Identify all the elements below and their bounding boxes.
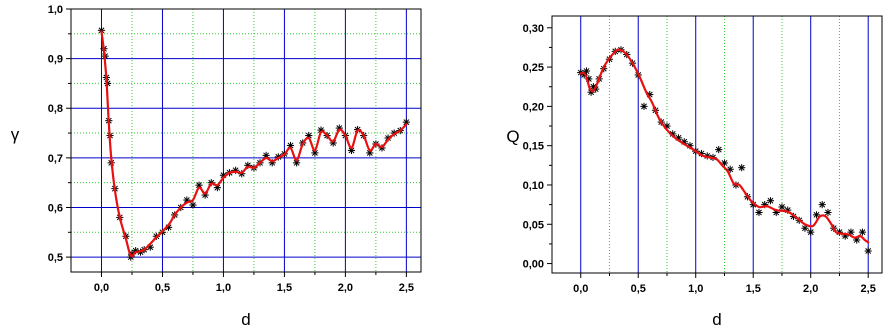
asterisk-stroke bbox=[715, 146, 722, 153]
y-tick-label: 0,05 bbox=[523, 219, 544, 231]
x-axis-label: d bbox=[241, 310, 250, 329]
asterisk-stroke bbox=[183, 197, 190, 203]
asterisk-stroke bbox=[767, 197, 774, 204]
y-tick-label: 0,25 bbox=[523, 62, 544, 74]
data-point-asterisk bbox=[801, 224, 809, 232]
y-tick-label: 0,30 bbox=[523, 23, 544, 35]
data-point-asterisk bbox=[766, 197, 775, 205]
asterisk-stroke bbox=[750, 201, 757, 208]
fit-curve bbox=[579, 48, 870, 244]
x-tick-label: 0,5 bbox=[631, 283, 646, 295]
asterisk-stroke bbox=[336, 125, 343, 132]
asterisk-stroke bbox=[813, 211, 820, 218]
x-tick-label: 2,0 bbox=[803, 283, 818, 295]
fit-curve bbox=[100, 30, 408, 258]
data-point-asterisk bbox=[640, 102, 648, 110]
data-point-asterisk bbox=[329, 139, 337, 147]
q-panel: 0,0 0,5 1,0 1,5 2,0 2,5 0,00 0,05 0,10 0,15 0,20 0,… bbox=[506, 15, 883, 329]
x-tick-label: 1,0 bbox=[216, 282, 231, 294]
y-tick-label: 0,10 bbox=[523, 180, 544, 192]
y-axis-label: Q bbox=[506, 127, 519, 146]
asterisk-stroke bbox=[165, 224, 172, 231]
data-point-asterisk bbox=[720, 159, 729, 167]
x-tick-label: 1,5 bbox=[277, 282, 292, 294]
data-point-asterisk bbox=[755, 208, 763, 217]
data-point-asterisk bbox=[853, 236, 861, 244]
plot-frame bbox=[70, 8, 422, 273]
asterisk-stroke bbox=[293, 159, 300, 166]
asterisk-stroke bbox=[263, 152, 270, 159]
asterisk-stroke bbox=[311, 149, 318, 156]
asterisk-stroke bbox=[865, 248, 872, 254]
x-tick-label: 2,5 bbox=[399, 282, 414, 294]
asterisk-stroke bbox=[348, 147, 355, 154]
data-point-asterisk bbox=[738, 164, 746, 172]
y-axis-label: γ bbox=[11, 125, 20, 144]
x-axis-label: d bbox=[712, 310, 721, 329]
data-point-asterisk bbox=[402, 118, 410, 126]
y-tick-label: 0,7 bbox=[48, 153, 63, 165]
y-tick-label: 1,0 bbox=[48, 4, 63, 16]
asterisk-stroke bbox=[738, 164, 745, 171]
x-tick-label: 2,0 bbox=[338, 282, 353, 294]
data-point-asterisk bbox=[189, 201, 197, 209]
asterisk-stroke bbox=[318, 127, 324, 134]
data-point-asterisk bbox=[778, 203, 786, 211]
x-tick-label: 0,0 bbox=[94, 282, 109, 294]
x-tick-label: 0,5 bbox=[155, 282, 170, 294]
asterisk-stroke bbox=[807, 229, 814, 236]
asterisk-stroke bbox=[641, 103, 647, 110]
plot-frame bbox=[551, 15, 883, 274]
y-tick-label: 0,6 bbox=[48, 202, 63, 214]
y-tick-label: 0,9 bbox=[48, 54, 63, 66]
data-point-asterisk bbox=[807, 228, 815, 236]
asterisk-stroke bbox=[819, 201, 826, 208]
y-tick-label: 0,8 bbox=[48, 103, 63, 115]
asterisk-stroke bbox=[825, 209, 831, 216]
data-point-asterisk bbox=[183, 196, 191, 204]
asterisk-stroke bbox=[196, 182, 202, 189]
y-tick-label: 0,5 bbox=[48, 252, 63, 264]
data-point-asterisk bbox=[824, 208, 832, 217]
data-point-asterisk bbox=[195, 181, 203, 189]
asterisk-stroke bbox=[403, 119, 410, 126]
data-point-asterisk bbox=[715, 146, 723, 154]
asterisk-stroke bbox=[859, 229, 866, 236]
x-tick-label: 2,5 bbox=[861, 283, 876, 295]
data-point-asterisk bbox=[858, 228, 867, 236]
y-tick-label: 0,20 bbox=[523, 101, 544, 113]
asterisk-stroke bbox=[147, 244, 154, 251]
asterisk-stroke bbox=[330, 140, 337, 146]
asterisk-stroke bbox=[756, 209, 762, 216]
asterisk-stroke bbox=[853, 237, 860, 243]
x-tick-label: 0,0 bbox=[573, 283, 588, 295]
y-tick-label: 0,00 bbox=[523, 259, 544, 271]
asterisk-stroke bbox=[287, 142, 294, 149]
asterisk-stroke bbox=[214, 184, 221, 191]
asterisk-stroke bbox=[802, 225, 808, 232]
y-tick-label: 0,15 bbox=[523, 141, 544, 153]
data-point-asterisk bbox=[812, 211, 821, 219]
x-tick-label: 1,0 bbox=[688, 283, 703, 295]
data-point-asterisk bbox=[818, 201, 826, 209]
data-point-asterisk bbox=[864, 247, 872, 255]
x-tick-label: 1,5 bbox=[746, 283, 761, 295]
asterisk-stroke bbox=[190, 202, 196, 208]
asterisk-stroke bbox=[220, 172, 227, 179]
gamma-panel: 0,0 0,5 1,0 1,5 2,0 2,5 0,5 0,6 0,7 0,8 0,9 1,0 d γ bbox=[11, 4, 422, 329]
asterisk-stroke bbox=[779, 204, 785, 210]
